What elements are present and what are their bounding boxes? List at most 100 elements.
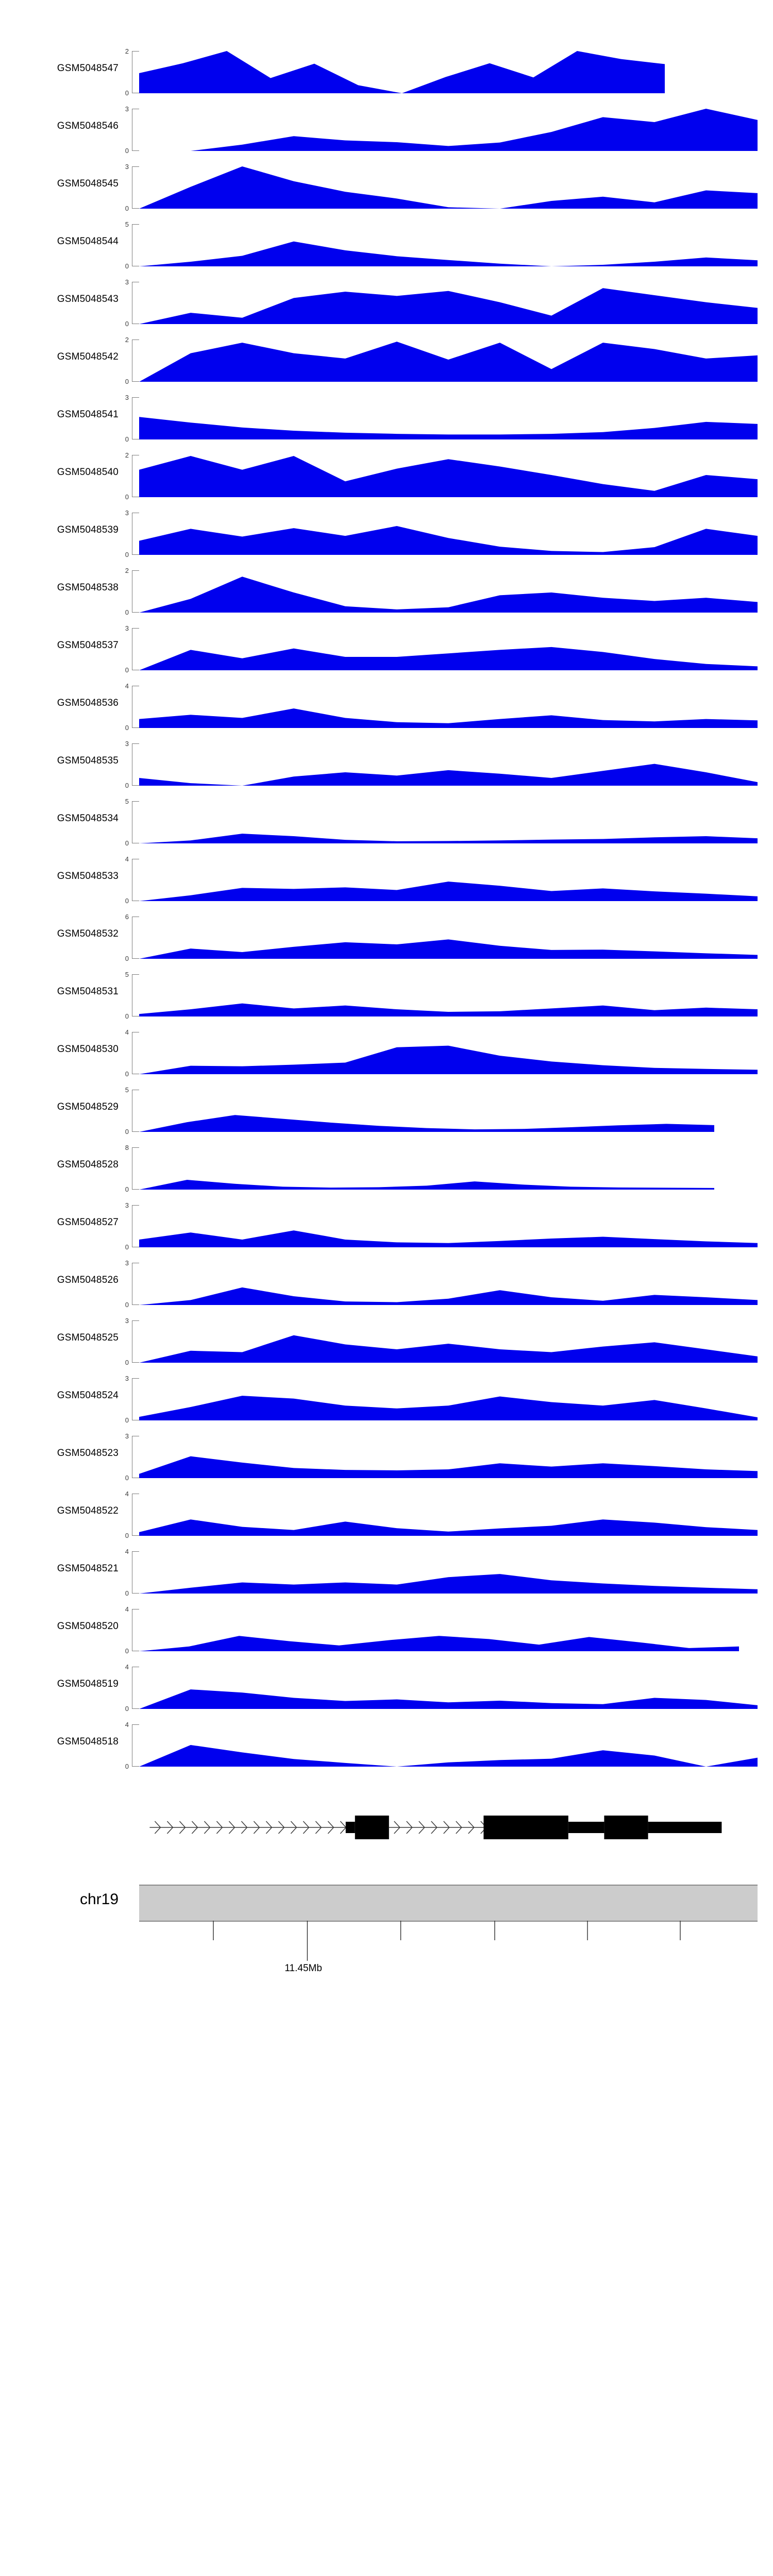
coverage-track[interactable]: GSM5048532 6 0 xyxy=(0,909,773,967)
coverage-track[interactable]: GSM5048536 4 0 xyxy=(0,678,773,736)
coverage-area-plot[interactable] xyxy=(139,1724,758,1767)
coverage-track[interactable]: GSM5048524 3 0 xyxy=(0,1370,773,1428)
y-axis-min-label: 0 xyxy=(125,1128,129,1136)
coverage-area-plot[interactable] xyxy=(139,686,758,728)
y-axis-max-label: 6 xyxy=(125,913,129,921)
coverage-track[interactable]: GSM5048544 5 0 xyxy=(0,216,773,274)
coverage-track[interactable]: GSM5048523 3 0 xyxy=(0,1428,773,1486)
coverage-track[interactable]: GSM5048540 2 0 xyxy=(0,447,773,505)
coverage-area-plot[interactable] xyxy=(139,974,758,1016)
track-sample-label: GSM5048544 xyxy=(57,236,119,247)
coverage-area-shape xyxy=(139,1574,758,1594)
coverage-area-plot[interactable] xyxy=(139,1551,758,1594)
coverage-track[interactable]: GSM5048527 3 0 xyxy=(0,1197,773,1255)
track-sample-label: GSM5048545 xyxy=(57,178,119,189)
coverage-track[interactable]: GSM5048526 3 0 xyxy=(0,1255,773,1313)
coverage-track[interactable]: GSM5048530 4 0 xyxy=(0,1024,773,1082)
coverage-track[interactable]: GSM5048541 3 0 xyxy=(0,389,773,447)
coverage-area-plot[interactable] xyxy=(139,1378,758,1420)
coverage-area-shape xyxy=(139,1335,758,1363)
coverage-area-plot[interactable] xyxy=(139,1494,758,1536)
coverage-area-plot[interactable] xyxy=(139,1147,758,1190)
coverage-track[interactable]: GSM5048538 2 0 xyxy=(0,563,773,620)
utr-box[interactable] xyxy=(568,1822,604,1833)
coverage-area-plot[interactable] xyxy=(139,859,758,901)
coverage-area-shape xyxy=(139,1636,739,1651)
exon-box[interactable] xyxy=(483,1816,568,1839)
coverage-track[interactable]: GSM5048539 3 0 xyxy=(0,505,773,563)
coverage-track[interactable]: GSM5048531 5 0 xyxy=(0,967,773,1024)
utr-box[interactable] xyxy=(648,1822,722,1833)
track-sample-label: GSM5048542 xyxy=(57,351,119,362)
strand-arrow-icon xyxy=(204,1821,211,1834)
y-axis-max-label: 8 xyxy=(125,1144,129,1151)
coverage-area-plot[interactable] xyxy=(139,917,758,959)
coverage-track[interactable]: GSM5048528 8 0 xyxy=(0,1140,773,1197)
coverage-track[interactable]: GSM5048542 2 0 xyxy=(0,332,773,389)
coverage-track[interactable]: GSM5048518 4 0 xyxy=(0,1717,773,1774)
coverage-area-plot[interactable] xyxy=(139,1667,758,1709)
utr-box[interactable] xyxy=(345,1822,355,1833)
coverage-area-shape xyxy=(139,241,758,266)
coverage-area-plot[interactable] xyxy=(139,282,758,324)
strand-arrow-icon xyxy=(303,1821,310,1834)
coverage-track[interactable]: GSM5048547 2 0 xyxy=(0,43,773,101)
y-axis-max-label: 3 xyxy=(125,278,129,286)
gene-annotation-track[interactable] xyxy=(0,1789,773,1866)
coverage-area-plot[interactable] xyxy=(139,1090,758,1132)
y-axis-bracket xyxy=(132,743,139,786)
coverage-area-plot[interactable] xyxy=(139,1032,758,1074)
coverage-area-plot[interactable] xyxy=(139,801,758,843)
coverage-area-plot[interactable] xyxy=(139,1205,758,1247)
y-axis-bracket xyxy=(132,570,139,613)
track-sample-label: GSM5048521 xyxy=(57,1563,119,1574)
coverage-area-plot[interactable] xyxy=(139,1320,758,1363)
y-axis-max-label: 3 xyxy=(125,624,129,632)
coverage-area-plot[interactable] xyxy=(139,743,758,786)
coverage-area-plot[interactable] xyxy=(139,628,758,670)
coverage-area-plot[interactable] xyxy=(139,1263,758,1305)
coverage-area-plot[interactable] xyxy=(139,397,758,439)
strand-arrow-icon xyxy=(154,1821,161,1834)
ideogram-bar[interactable] xyxy=(139,1885,758,1922)
coverage-track[interactable]: GSM5048537 3 0 xyxy=(0,620,773,678)
coverage-track[interactable]: GSM5048543 3 0 xyxy=(0,274,773,332)
coverage-track[interactable]: GSM5048529 5 0 xyxy=(0,1082,773,1140)
coverage-area-plot[interactable] xyxy=(139,166,758,209)
y-axis-min-label: 0 xyxy=(125,608,129,616)
coverage-area-plot[interactable] xyxy=(139,340,758,382)
coverage-track[interactable]: GSM5048534 5 0 xyxy=(0,793,773,851)
coverage-track[interactable]: GSM5048521 4 0 xyxy=(0,1544,773,1601)
coverage-area-shape xyxy=(139,1287,758,1305)
y-axis-min-label: 0 xyxy=(125,666,129,674)
y-axis-min-label: 0 xyxy=(125,320,129,328)
coverage-track[interactable]: GSM5048519 4 0 xyxy=(0,1659,773,1717)
coverage-track[interactable]: GSM5048533 4 0 xyxy=(0,851,773,909)
y-axis-min-label: 0 xyxy=(125,1532,129,1539)
coverage-track[interactable]: GSM5048545 3 0 xyxy=(0,159,773,216)
y-axis-bracket xyxy=(132,628,139,670)
coverage-area-plot[interactable] xyxy=(139,455,758,497)
coverage-area-plot[interactable] xyxy=(139,51,758,93)
y-axis-bracket xyxy=(132,51,139,93)
coverage-area-plot[interactable] xyxy=(139,570,758,613)
coverage-track[interactable]: GSM5048546 3 0 xyxy=(0,101,773,159)
exon-box[interactable] xyxy=(355,1816,389,1839)
track-sample-label: GSM5048536 xyxy=(57,698,119,708)
coverage-area-shape xyxy=(139,1519,758,1536)
coverage-area-plot[interactable] xyxy=(139,513,758,555)
coverage-track[interactable]: GSM5048520 4 0 xyxy=(0,1601,773,1659)
coverage-area-shape xyxy=(139,166,758,209)
coverage-area-plot[interactable] xyxy=(139,109,758,151)
coverage-track[interactable]: GSM5048525 3 0 xyxy=(0,1313,773,1370)
coverage-track[interactable]: GSM5048535 3 0 xyxy=(0,736,773,793)
exon-box[interactable] xyxy=(604,1816,648,1839)
y-axis-max-label: 4 xyxy=(125,1548,129,1555)
coverage-area-plot[interactable] xyxy=(139,1436,758,1478)
coverage-area-plot[interactable] xyxy=(139,1609,758,1651)
coverage-area-plot[interactable] xyxy=(139,224,758,266)
coverage-track[interactable]: GSM5048522 4 0 xyxy=(0,1486,773,1544)
